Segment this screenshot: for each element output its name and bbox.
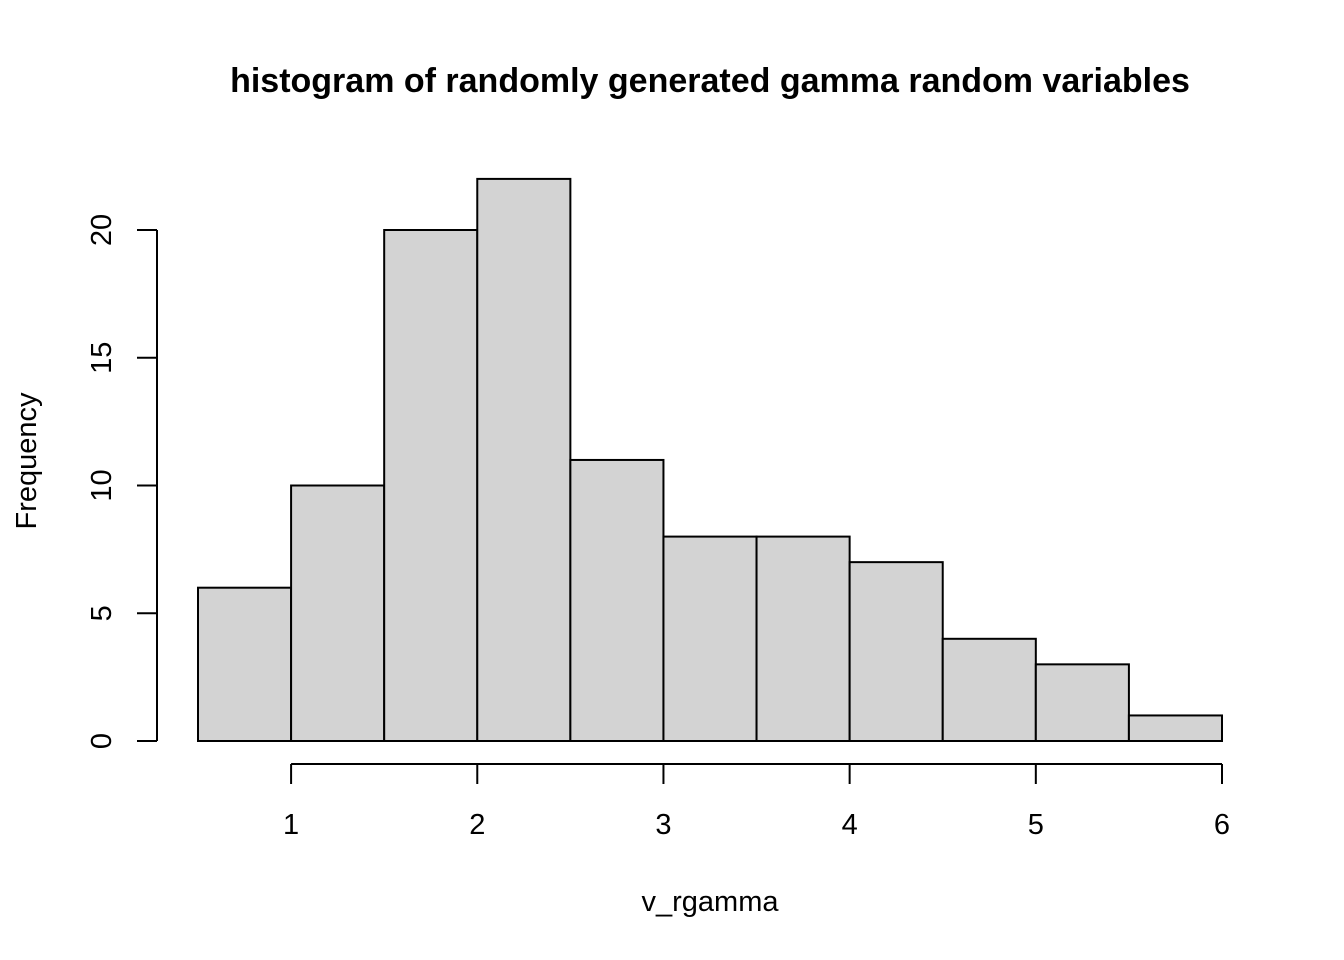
bars-group [197,177,1223,743]
y-axis-label: Frequency [11,392,43,530]
x-tick-label-6: 6 [1214,809,1230,841]
histogram-bar-5 [662,535,758,742]
histogram-bar-10 [1127,714,1223,743]
histogram-bar-2 [383,229,479,742]
y-tick-label-0: 0 [86,733,118,749]
x-axis-label: v_rgamma [642,886,780,918]
x-tick-label-4: 4 [842,809,858,841]
histogram-bar-9 [1034,663,1130,742]
histogram-bar-6 [755,535,851,742]
y-tick-label-20: 20 [86,214,118,246]
x-tick-label-2: 2 [469,809,485,841]
x-tick-label-3: 3 [655,809,671,841]
y-tick-label-15: 15 [86,342,118,374]
histogram-bar-8 [941,637,1037,742]
x-tick-label-5: 5 [1028,809,1044,841]
histogram-bar-7 [848,561,944,743]
y-tick-label-10: 10 [86,469,118,501]
y-tick-label-5: 5 [86,605,118,621]
y-axis: 0 5 10 15 20 [86,214,158,749]
x-tick-label-1: 1 [283,809,299,841]
histogram-bar-1 [290,484,386,742]
histogram-bar-4 [569,458,665,742]
chart-title: histogram of randomly generated gamma ra… [230,62,1190,100]
histogram-bar-3 [476,177,572,742]
x-axis: 1 2 3 4 5 6 [283,763,1230,841]
histogram-bar-0 [197,586,293,743]
